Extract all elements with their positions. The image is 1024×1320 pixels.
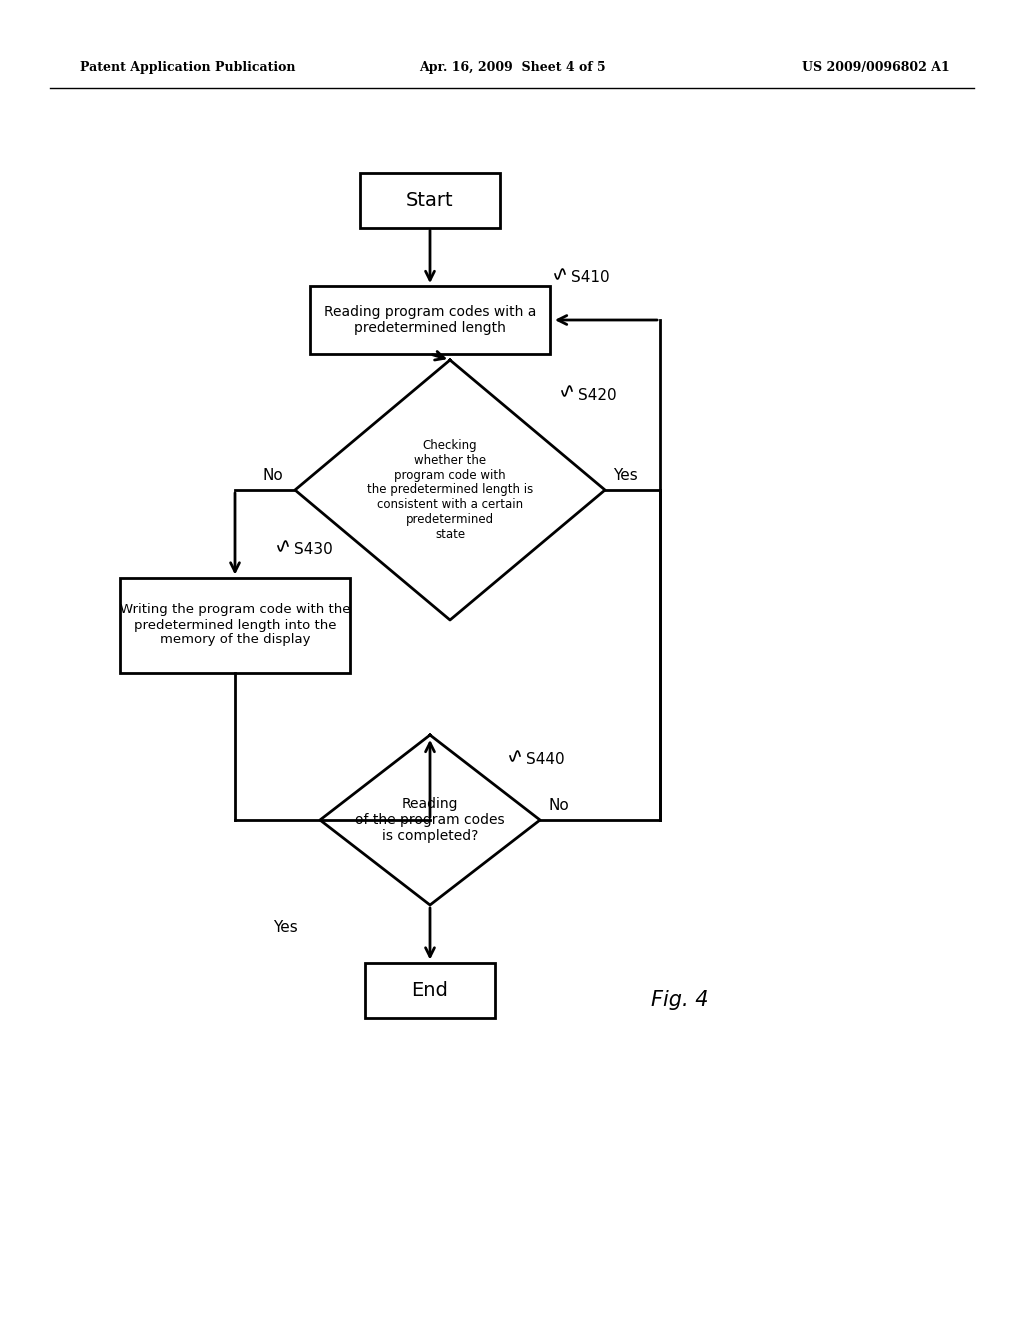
Text: Yes: Yes	[272, 920, 297, 935]
Text: Apr. 16, 2009  Sheet 4 of 5: Apr. 16, 2009 Sheet 4 of 5	[419, 62, 605, 74]
Text: Yes: Yes	[613, 469, 638, 483]
Text: No: No	[262, 469, 283, 483]
Text: Reading program codes with a
predetermined length: Reading program codes with a predetermin…	[324, 305, 537, 335]
Text: S410: S410	[571, 271, 609, 285]
Text: Reading
of the program codes
is completed?: Reading of the program codes is complete…	[355, 797, 505, 843]
Bar	[120, 578, 350, 672]
Text: Fig. 4: Fig. 4	[651, 990, 709, 1010]
Bar	[360, 173, 500, 227]
Text: Start: Start	[407, 190, 454, 210]
Text: S420: S420	[578, 388, 616, 403]
Text: No: No	[548, 799, 568, 813]
Text: End: End	[412, 981, 449, 999]
Text: Patent Application Publication: Patent Application Publication	[80, 62, 296, 74]
Text: S430: S430	[294, 543, 333, 557]
Text: Checking
whether the
program code with
the predetermined length is
consistent wi: Checking whether the program code with t…	[367, 438, 534, 541]
Bar	[310, 286, 550, 354]
Text: Writing the program code with the
predetermined length into the
memory of the di: Writing the program code with the predet…	[120, 603, 350, 647]
Bar	[365, 962, 495, 1018]
Text: US 2009/0096802 A1: US 2009/0096802 A1	[802, 62, 950, 74]
Text: S440: S440	[526, 752, 564, 767]
